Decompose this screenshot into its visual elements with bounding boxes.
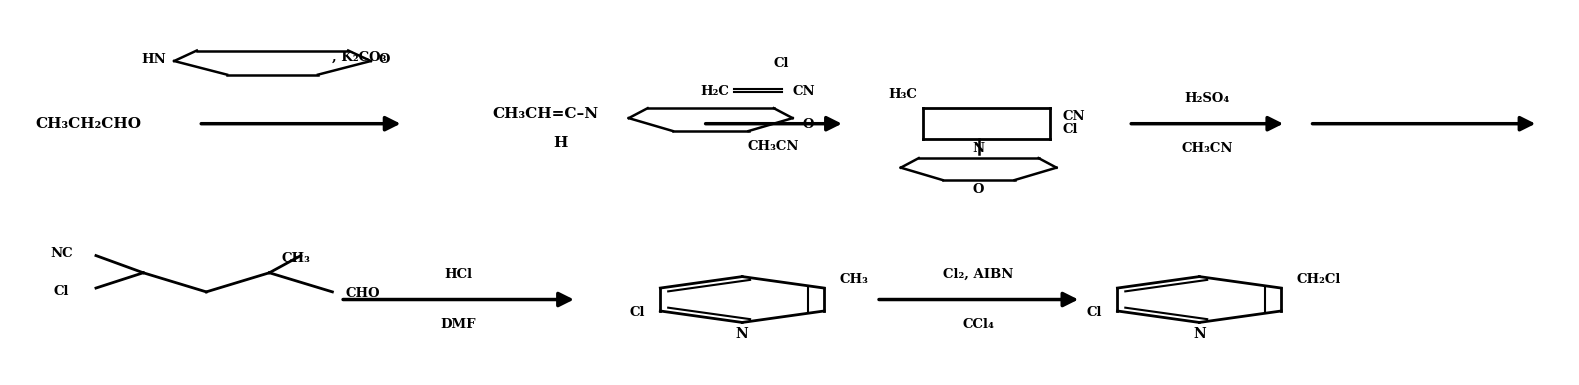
Text: CH₃CN: CH₃CN	[1181, 142, 1233, 155]
Text: DMF: DMF	[441, 318, 477, 331]
Text: N: N	[973, 142, 985, 155]
Text: Cl₂, AIBN: Cl₂, AIBN	[944, 268, 1014, 281]
Text: H₂C: H₂C	[701, 85, 729, 98]
Text: , K₂CO₃: , K₂CO₃	[333, 50, 387, 63]
Text: HN: HN	[142, 53, 166, 65]
Text: HCl: HCl	[444, 268, 472, 281]
Text: N: N	[736, 327, 748, 341]
Text: Cl: Cl	[774, 57, 790, 70]
Text: N: N	[1194, 327, 1206, 341]
Text: CH₃CH₂CHO: CH₃CH₂CHO	[35, 117, 141, 131]
Text: Cl: Cl	[1086, 306, 1102, 320]
Text: Cl: Cl	[54, 285, 69, 298]
Text: CH₃: CH₃	[283, 252, 311, 265]
Text: H₂SO₄: H₂SO₄	[1184, 92, 1230, 105]
Text: CHO: CHO	[344, 287, 379, 300]
Text: CN: CN	[793, 85, 815, 98]
Text: O: O	[379, 53, 390, 65]
Text: Cl: Cl	[628, 306, 644, 320]
Text: CH₃CN: CH₃CN	[748, 140, 799, 153]
Text: CH₃: CH₃	[840, 273, 868, 286]
Text: CCl₄: CCl₄	[963, 318, 995, 331]
Text: H₃C: H₃C	[889, 88, 917, 101]
Text: CH₂Cl: CH₂Cl	[1296, 273, 1341, 286]
Text: NC: NC	[51, 247, 73, 260]
Text: Cl: Cl	[1063, 123, 1078, 136]
Text: O: O	[973, 183, 984, 196]
Text: CN: CN	[1063, 110, 1085, 122]
Text: H: H	[554, 136, 568, 150]
Text: O: O	[802, 118, 813, 131]
Text: CH₃CH=C–N: CH₃CH=C–N	[493, 107, 598, 121]
